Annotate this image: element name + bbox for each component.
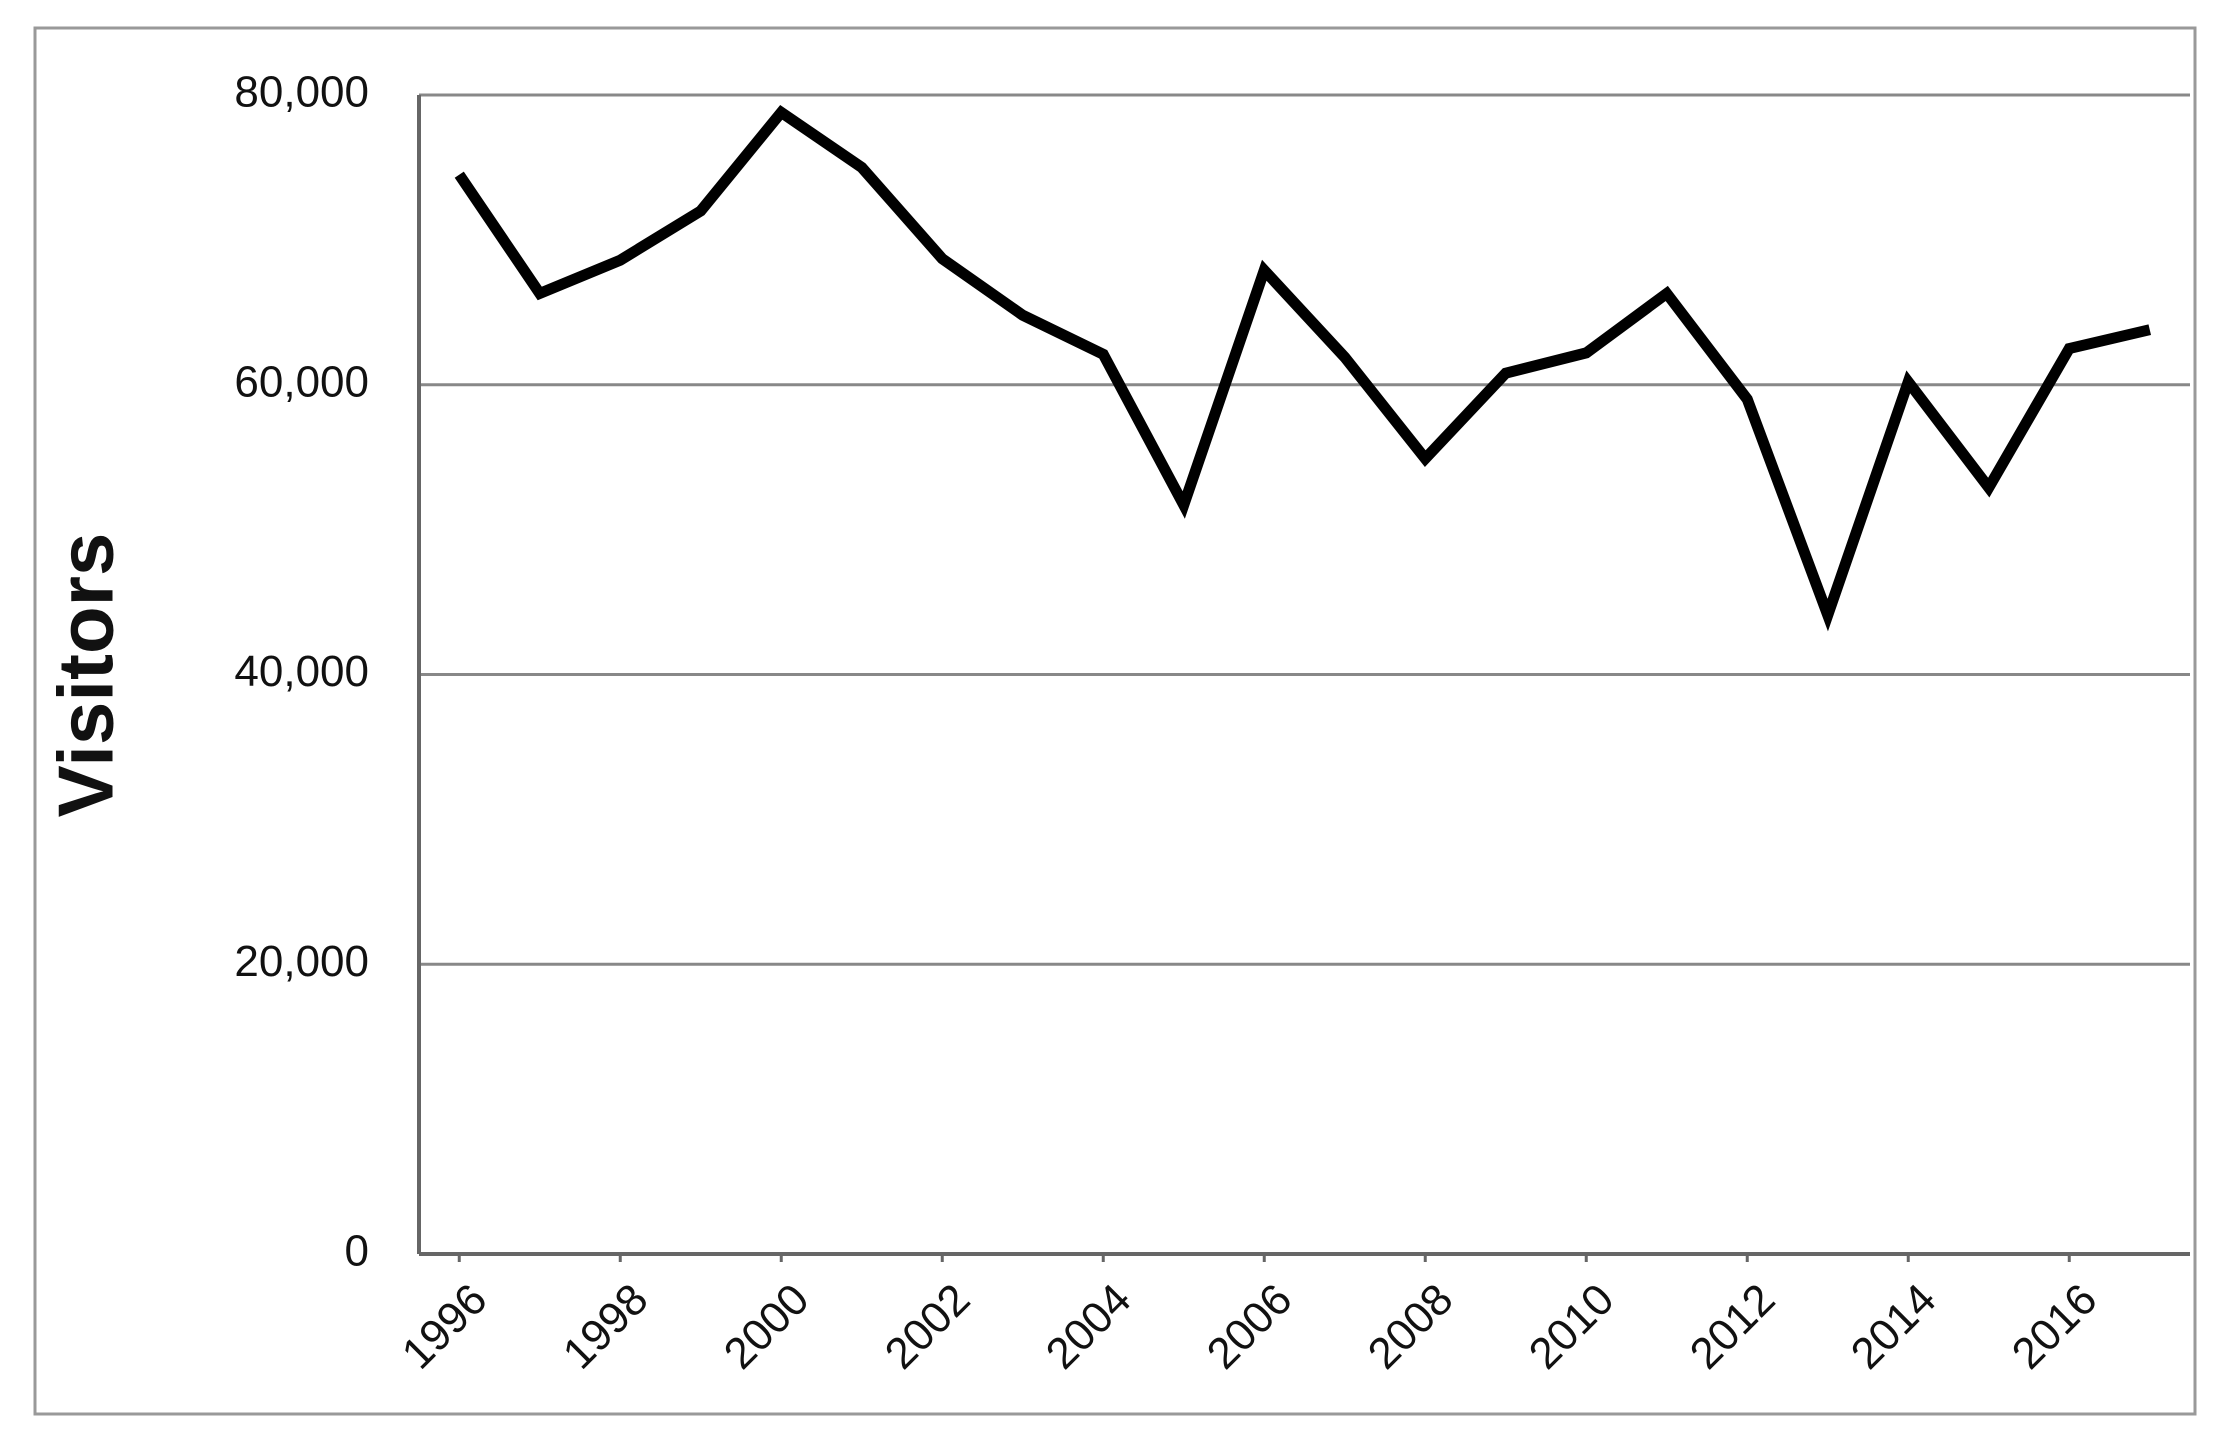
y-axis-label: Visitors <box>42 533 130 818</box>
y-tick-label: 40,000 <box>234 647 369 696</box>
y-tick-label: 80,000 <box>234 68 369 117</box>
chart-frame <box>33 26 2197 1416</box>
y-tick-label: 0 <box>345 1227 369 1276</box>
data-line <box>454 104 2152 632</box>
y-tick-label: 60,000 <box>234 357 369 406</box>
y-tick-label: 20,000 <box>234 937 369 986</box>
